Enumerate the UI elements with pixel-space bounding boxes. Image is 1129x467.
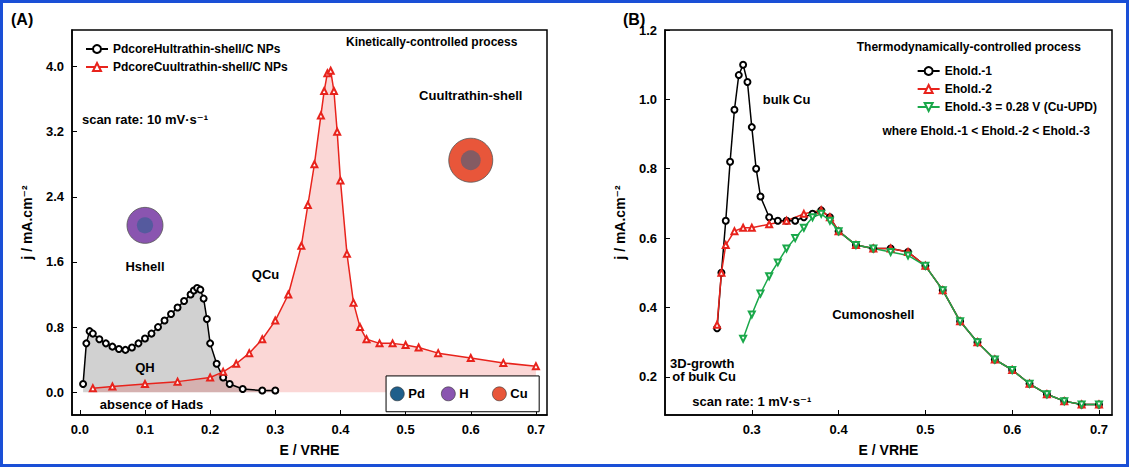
svg-text:0.2: 0.2 bbox=[201, 422, 219, 437]
svg-text:(A): (A) bbox=[11, 11, 33, 28]
svg-text:of bulk Cu: of bulk Cu bbox=[672, 369, 736, 384]
svg-text:0.4: 0.4 bbox=[331, 422, 350, 437]
svg-text:Cu: Cu bbox=[510, 386, 527, 401]
svg-text:0.4: 0.4 bbox=[639, 300, 658, 315]
svg-text:Ehold.-1: Ehold.-1 bbox=[945, 64, 993, 78]
svg-text:2.4: 2.4 bbox=[46, 189, 65, 204]
svg-text:0.6: 0.6 bbox=[462, 422, 480, 437]
svg-text:0.0: 0.0 bbox=[46, 385, 64, 400]
svg-text:j / mA.cm⁻²: j / mA.cm⁻² bbox=[612, 185, 628, 261]
svg-text:0.2: 0.2 bbox=[639, 369, 657, 384]
svg-text:E / VRHE: E / VRHE bbox=[859, 442, 919, 458]
svg-text:0.4: 0.4 bbox=[830, 422, 849, 437]
svg-text:0.6: 0.6 bbox=[1003, 422, 1021, 437]
svg-text:scan rate: 1 mV·s⁻¹: scan rate: 1 mV·s⁻¹ bbox=[692, 394, 811, 409]
svg-text:0.8: 0.8 bbox=[639, 161, 657, 176]
svg-text:Ehold.-3 = 0.28 V (Cu-UPD): Ehold.-3 = 0.28 V (Cu-UPD) bbox=[945, 100, 1097, 114]
svg-text:0.7: 0.7 bbox=[1090, 422, 1108, 437]
svg-text:3.2: 3.2 bbox=[46, 124, 64, 139]
svg-text:Ehold.-2: Ehold.-2 bbox=[945, 82, 993, 96]
svg-text:E / VRHE: E / VRHE bbox=[280, 442, 340, 458]
svg-text:0.0: 0.0 bbox=[71, 422, 89, 437]
svg-text:0.1: 0.1 bbox=[136, 422, 154, 437]
svg-text:scan rate: 10 mV·s⁻¹: scan rate: 10 mV·s⁻¹ bbox=[82, 112, 208, 127]
svg-text:j / mA.cm⁻²: j / mA.cm⁻² bbox=[19, 185, 35, 261]
svg-text:4.0: 4.0 bbox=[46, 59, 64, 74]
svg-text:0.8: 0.8 bbox=[46, 320, 64, 335]
svg-text:(B): (B) bbox=[623, 11, 645, 28]
svg-text:0.3: 0.3 bbox=[266, 422, 284, 437]
svg-text:0.5: 0.5 bbox=[916, 422, 934, 437]
svg-text:QCu: QCu bbox=[252, 267, 280, 282]
svg-text:H: H bbox=[459, 386, 468, 401]
svg-text:PdcoreCuultrathin-shell/C NPs: PdcoreCuultrathin-shell/C NPs bbox=[113, 60, 288, 74]
svg-text:Hshell: Hshell bbox=[125, 259, 164, 274]
svg-text:absence of Hads: absence of Hads bbox=[100, 397, 203, 412]
svg-text:where Ehold.-1 < Ehold.-2 < Eh: where Ehold.-1 < Ehold.-2 < Ehold.-3 bbox=[881, 124, 1090, 138]
svg-text:Cuultrathin-shell: Cuultrathin-shell bbox=[419, 88, 522, 103]
svg-text:QH: QH bbox=[135, 360, 155, 375]
svg-text:1.6: 1.6 bbox=[46, 254, 64, 269]
svg-text:Pd: Pd bbox=[408, 386, 425, 401]
svg-text:1.0: 1.0 bbox=[639, 92, 657, 107]
svg-text:3D-growth: 3D-growth bbox=[670, 355, 738, 371]
svg-text:0.5: 0.5 bbox=[397, 422, 415, 437]
svg-text:1.2: 1.2 bbox=[638, 22, 657, 38]
svg-text:0.3: 0.3 bbox=[743, 422, 761, 437]
svg-text:Thermodynamically-controlled p: Thermodynamically-controlled process bbox=[857, 40, 1081, 54]
svg-text:Cumonoshell: Cumonoshell bbox=[832, 307, 914, 322]
svg-text:PdcoreHultrathin-shell/C NPs: PdcoreHultrathin-shell/C NPs bbox=[113, 42, 281, 56]
svg-text:Kinetically-controlled process: Kinetically-controlled process bbox=[346, 35, 518, 49]
svg-text:0.7: 0.7 bbox=[527, 422, 545, 437]
svg-text:0.6: 0.6 bbox=[639, 231, 657, 246]
svg-text:bulk Cu: bulk Cu bbox=[763, 92, 811, 107]
